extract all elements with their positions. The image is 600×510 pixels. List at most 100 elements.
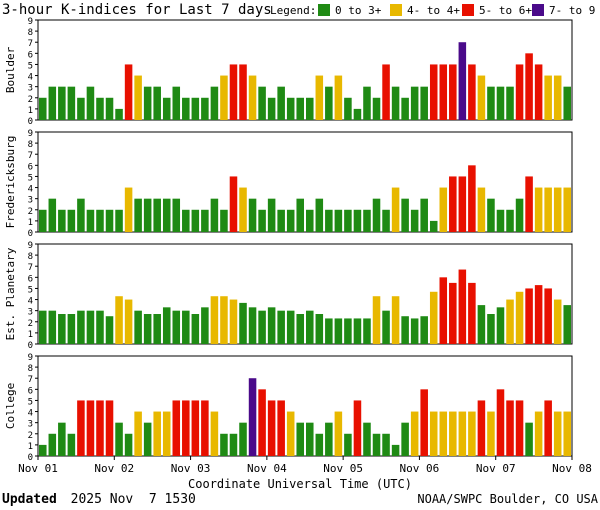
k-bar — [277, 86, 285, 120]
k-bar — [563, 187, 571, 232]
k-bar — [182, 400, 190, 456]
k-bar — [487, 198, 495, 232]
k-bar — [534, 187, 543, 232]
x-tick-label: Nov 01 — [18, 462, 58, 475]
y-tick-label: 7 — [28, 375, 33, 385]
k-bar — [353, 108, 362, 120]
k-bar — [162, 198, 171, 232]
k-bar — [191, 209, 200, 232]
k-bar — [353, 209, 362, 232]
k-bar — [401, 422, 409, 456]
k-bar — [372, 198, 381, 232]
k-bar — [468, 165, 476, 232]
k-bar — [487, 314, 495, 344]
k-bar — [153, 86, 161, 120]
x-tick-label: Nov 03 — [171, 462, 211, 475]
k-bar — [410, 411, 419, 456]
y-tick-label: 1 — [28, 442, 33, 452]
k-bar — [162, 97, 171, 120]
k-bar — [201, 97, 209, 120]
k-bar — [477, 75, 486, 120]
k-bar — [220, 433, 228, 456]
k-bar — [449, 282, 457, 344]
legend-title: Legend: — [270, 4, 316, 17]
k-bar — [544, 75, 552, 120]
y-tick-label: 6 — [28, 50, 33, 60]
k-bar — [67, 209, 76, 232]
k-bar — [344, 433, 352, 456]
k-bar — [239, 302, 247, 344]
k-bar — [449, 64, 457, 120]
k-bar — [115, 422, 123, 456]
k-bar — [48, 433, 57, 456]
k-bar — [296, 314, 304, 344]
k-bar — [124, 433, 133, 456]
k-bar — [363, 86, 371, 120]
y-tick-label: 1 — [28, 106, 33, 116]
k-bar — [429, 291, 438, 344]
y-tick-label: 3 — [28, 308, 33, 318]
k-bar — [258, 310, 266, 344]
k-bar — [153, 314, 161, 344]
y-tick-label: 5 — [28, 173, 33, 183]
k-bar — [315, 314, 324, 344]
y-tick-label: 3 — [28, 196, 33, 206]
y-tick-label: 1 — [28, 218, 33, 228]
y-tick-label: 2 — [28, 319, 33, 329]
legend-swatch — [318, 4, 330, 16]
k-bar — [67, 433, 76, 456]
y-tick-label: 4 — [28, 297, 33, 307]
k-bar — [277, 209, 285, 232]
k-bar — [248, 307, 257, 344]
x-tick-label: Nov 05 — [323, 462, 363, 475]
k-bar — [534, 285, 543, 344]
k-bar — [96, 97, 104, 120]
k-bar — [153, 411, 161, 456]
k-bar — [124, 299, 133, 344]
k-bar — [229, 64, 238, 120]
updated-value: 2025 Nov 7 1530 — [71, 492, 196, 507]
k-bar — [296, 97, 304, 120]
k-bar — [439, 277, 448, 344]
k-bar — [391, 296, 400, 344]
k-bar — [115, 209, 123, 232]
y-tick-label: 7 — [28, 151, 33, 161]
k-bar — [229, 176, 238, 232]
k-bar — [86, 400, 95, 456]
k-bar — [468, 64, 476, 120]
k-bar — [210, 296, 219, 344]
k-bar — [477, 305, 486, 344]
k-bar — [77, 310, 85, 344]
k-bar — [48, 86, 57, 120]
k-bar — [344, 97, 352, 120]
k-bar — [420, 389, 428, 456]
k-bar — [39, 444, 47, 456]
k-bar — [267, 307, 276, 344]
k-bar — [306, 97, 314, 120]
k-bar — [487, 86, 495, 120]
k-bar — [382, 209, 390, 232]
x-axis: Nov 01 Nov 02 Nov 03 Nov 04 Nov 05 Nov 06 Nov … — [18, 456, 592, 475]
k-bar — [334, 75, 343, 120]
k-bar — [506, 299, 514, 344]
k-bar — [267, 400, 276, 456]
y-tick-label: 4 — [28, 185, 33, 195]
k-bar — [563, 411, 571, 456]
legend-swatch — [390, 4, 402, 16]
k-bar — [67, 86, 76, 120]
k-bar — [220, 209, 228, 232]
k-bar — [105, 316, 114, 344]
legend-label: 4- to 4+ — [407, 4, 460, 17]
y-tick-label: 6 — [28, 162, 33, 172]
k-bar — [382, 433, 390, 456]
k-bar — [325, 86, 333, 120]
panels: 0123456789Boulder0123456789Fredericksbur… — [4, 17, 573, 463]
k-bar — [477, 400, 486, 456]
k-bar — [153, 198, 161, 232]
k-bar — [544, 288, 552, 344]
y-tick-label: 1 — [28, 330, 33, 340]
k-bar — [439, 411, 448, 456]
k-bar — [449, 411, 457, 456]
